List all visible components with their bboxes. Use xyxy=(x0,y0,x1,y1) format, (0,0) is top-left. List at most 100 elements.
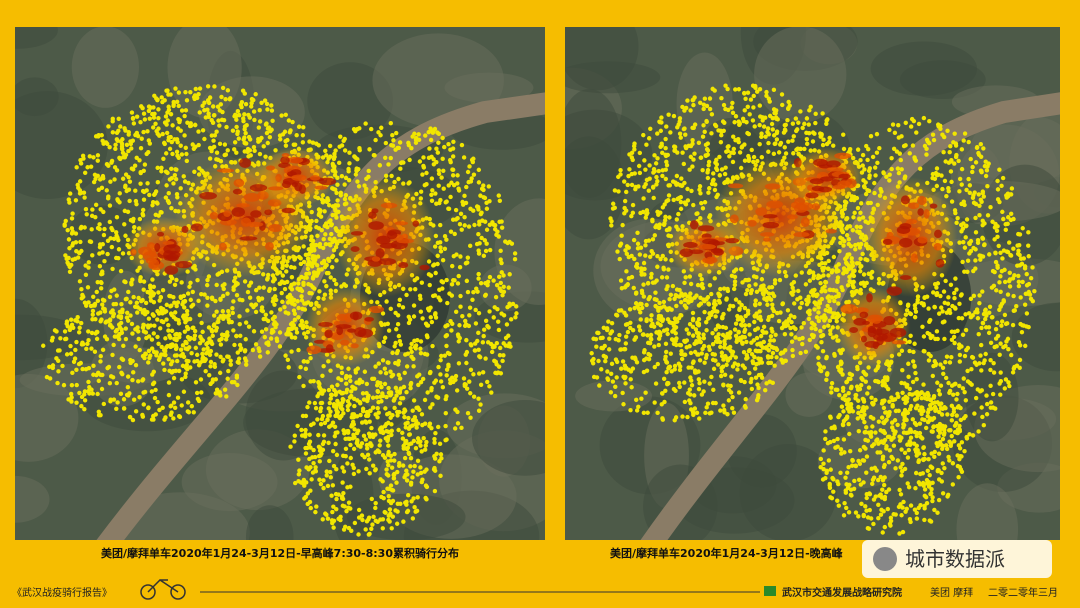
ride-point xyxy=(364,519,370,524)
ride-point xyxy=(147,116,152,121)
ride-point xyxy=(421,155,426,160)
ride-point xyxy=(740,363,745,368)
ride-point xyxy=(373,364,378,369)
ride-point xyxy=(379,125,384,130)
ride-point xyxy=(476,371,482,376)
ride-point xyxy=(498,371,504,376)
ride-point xyxy=(234,113,239,119)
ride-point xyxy=(385,459,390,464)
ride-point xyxy=(176,321,182,326)
ride-point xyxy=(443,396,448,402)
ride-point xyxy=(234,373,240,378)
ride-point xyxy=(771,107,777,112)
ride-point xyxy=(333,441,338,447)
ride-point xyxy=(503,335,509,341)
ride-point xyxy=(253,302,259,307)
ride-point xyxy=(663,214,668,220)
ride-point xyxy=(454,252,459,257)
ride-point xyxy=(79,224,84,230)
heat-spot xyxy=(190,223,203,232)
ride-point xyxy=(138,170,143,176)
ride-point xyxy=(446,141,451,147)
ride-point xyxy=(174,303,179,309)
ride-point xyxy=(411,314,417,319)
ride-point xyxy=(330,204,336,209)
ride-point xyxy=(467,164,472,169)
ride-point xyxy=(631,237,637,243)
ride-point xyxy=(367,434,373,439)
ride-point xyxy=(450,217,456,222)
ride-point xyxy=(299,298,305,303)
ride-point xyxy=(419,449,424,454)
ride-point xyxy=(322,279,327,284)
ride-point xyxy=(413,418,419,423)
ride-point xyxy=(98,286,104,291)
ride-point xyxy=(666,193,672,198)
ride-point xyxy=(718,139,724,145)
ride-point xyxy=(800,335,805,341)
ride-point xyxy=(166,92,171,97)
ride-point xyxy=(841,266,847,271)
ride-point xyxy=(363,437,369,442)
ride-point xyxy=(425,390,430,395)
ride-point xyxy=(170,151,175,157)
ride-point xyxy=(153,387,158,393)
ride-point xyxy=(327,400,332,406)
ride-point xyxy=(808,104,813,109)
ride-point xyxy=(822,324,827,330)
ride-point xyxy=(84,212,89,217)
ride-point xyxy=(857,245,863,250)
ride-point xyxy=(792,314,797,320)
ride-point xyxy=(404,502,409,507)
ride-point xyxy=(383,173,389,179)
ride-point xyxy=(289,283,294,288)
ride-point xyxy=(196,142,201,148)
ride-point xyxy=(360,391,366,396)
ride-point xyxy=(320,441,326,447)
ride-point xyxy=(716,128,721,133)
ride-point xyxy=(501,341,506,346)
ride-point xyxy=(286,118,292,123)
ride-point xyxy=(341,453,346,459)
ride-point xyxy=(191,146,197,152)
ride-point xyxy=(456,186,461,191)
ride-point xyxy=(105,365,110,371)
ride-point xyxy=(441,186,446,191)
ride-point xyxy=(123,326,129,331)
ride-point xyxy=(462,223,467,228)
ride-point xyxy=(146,138,151,143)
ride-point xyxy=(473,321,479,326)
ride-point xyxy=(317,385,323,391)
ride-point xyxy=(188,336,193,341)
ride-point xyxy=(299,319,305,324)
ride-point xyxy=(66,237,72,242)
ride-point xyxy=(408,385,413,391)
ride-point xyxy=(417,293,423,298)
ride-point xyxy=(338,517,343,523)
ride-point xyxy=(481,195,486,200)
ride-point xyxy=(455,281,461,286)
ride-point xyxy=(370,522,375,527)
ride-point xyxy=(225,376,230,381)
ride-point xyxy=(514,304,519,309)
ride-point xyxy=(749,147,754,153)
ride-point xyxy=(479,235,484,241)
ride-point xyxy=(220,85,226,91)
ride-point xyxy=(245,308,250,313)
ride-point xyxy=(329,231,334,237)
heat-spot xyxy=(354,327,367,338)
ride-point xyxy=(79,342,85,347)
ride-point xyxy=(232,147,237,152)
ride-point xyxy=(395,509,400,514)
ride-point xyxy=(214,309,219,314)
ride-point xyxy=(292,311,298,317)
heat-spot xyxy=(394,221,409,226)
ride-point xyxy=(466,224,472,229)
heat-spot xyxy=(250,210,262,218)
ride-point xyxy=(417,159,423,164)
ride-point xyxy=(303,445,308,451)
ride-point xyxy=(321,245,326,251)
ride-point xyxy=(96,187,101,192)
ride-point xyxy=(296,305,301,311)
ride-point xyxy=(450,154,456,159)
